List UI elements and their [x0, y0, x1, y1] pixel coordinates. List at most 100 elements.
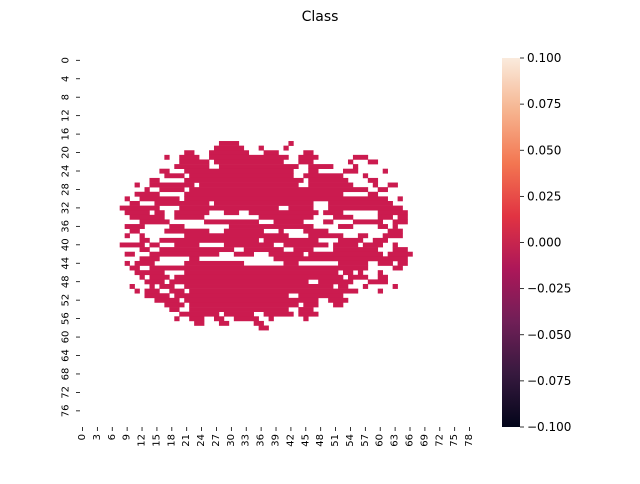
heatmap-cell: [323, 210, 344, 216]
heatmap-cell: [218, 164, 299, 169]
heatmap-cell: [357, 233, 369, 239]
chart-title: Class: [302, 9, 339, 25]
heatmap-cell: [184, 270, 339, 276]
heatmap-cell: [347, 274, 369, 280]
heatmap-cell: [129, 200, 140, 206]
colorbar-tick-label: 0.050: [527, 143, 561, 157]
heatmap-cell: [179, 154, 200, 160]
heatmap-cell: [184, 260, 245, 266]
heatmap-cell: [308, 251, 384, 257]
heatmap-cell: [352, 164, 359, 169]
y-tick-label: 24: [61, 165, 72, 178]
heatmap-cell: [164, 228, 210, 234]
heatmap-cell: [119, 242, 145, 248]
heatmap-cell: [149, 242, 160, 248]
heatmap-cell: [328, 297, 349, 303]
heatmap-cell: [392, 219, 408, 225]
heatmap-cell: [184, 177, 304, 183]
heatmap-cell: [174, 293, 289, 299]
colorbar-tick-label: 0.000: [527, 236, 561, 250]
heatmap-cell: [377, 270, 384, 276]
heatmap-cell: [134, 191, 160, 197]
heatmap-cell: [392, 242, 398, 248]
heatmap-cell: [387, 182, 398, 188]
heatmap-cell: [357, 270, 364, 276]
heatmap-cell: [134, 288, 140, 294]
heatmap-cell: [362, 284, 369, 289]
heatmap-cell: [124, 260, 130, 266]
heatmap-cell: [144, 279, 165, 285]
heatmap-cell: [144, 293, 170, 299]
heatmap-cell: [139, 237, 150, 243]
heatmap-cell: [298, 159, 314, 165]
x-tick-label: 45: [300, 434, 311, 447]
heatmap-cell: [303, 228, 329, 234]
heatmap-cell: [283, 242, 329, 248]
heatmap-cell: [308, 233, 344, 239]
colorbar-tick-label: −0.100: [527, 420, 571, 434]
heatmap-cell: [209, 150, 250, 156]
heatmap-cell: [377, 187, 388, 193]
heatmap-cell: [124, 233, 130, 239]
heatmap-cell: [288, 205, 314, 211]
heatmap-cell: [273, 256, 408, 262]
heatmap-cell: [333, 214, 354, 220]
heatmap-cell: [228, 224, 314, 229]
heatmap-cell: [377, 210, 408, 216]
heatmap-cell: [338, 224, 354, 229]
heatmap-cell: [218, 320, 230, 326]
heatmap-cell: [139, 233, 145, 239]
heatmap-cell: [248, 210, 319, 216]
heatmap-cell: [258, 325, 269, 331]
heatmap-cell: [154, 200, 210, 206]
y-tick-label: 44: [61, 257, 72, 270]
heatmap-cell: [268, 251, 304, 257]
y-tick-label: 40: [61, 238, 72, 251]
heatmap-cell: [174, 210, 210, 216]
heatmap-cell: [382, 233, 403, 239]
y-tick-label: 64: [61, 349, 72, 362]
heatmap-cell: [387, 251, 413, 257]
heatmap-cell: [298, 307, 314, 312]
heatmap-cell: [223, 228, 264, 234]
heatmap-cell: [328, 205, 403, 211]
heatmap-cell: [149, 284, 155, 289]
heatmap-cell: [184, 233, 289, 239]
heatmap-cell: [124, 251, 135, 257]
heatmap-cell: [377, 274, 388, 280]
heatmap-cell: [268, 316, 274, 322]
y-tick-label: 36: [61, 220, 72, 233]
x-tick-label: 12: [137, 434, 148, 447]
heatmap-cell: [308, 177, 349, 183]
heatmap-cell: [283, 260, 299, 266]
heatmap-cell: [362, 242, 384, 248]
heatmap-cell: [159, 247, 235, 253]
y-tick-label: 12: [61, 109, 72, 122]
heatmap-cell: [328, 200, 393, 206]
heatmap-cell: [144, 288, 160, 294]
heatmap-cell: [273, 219, 304, 225]
heatmap-cell: [154, 297, 180, 303]
heatmap-cell: [189, 288, 359, 294]
x-tick-label: 75: [449, 434, 460, 447]
heatmap-cell: [213, 145, 245, 151]
x-tick-label: 78: [464, 434, 475, 447]
heatmap-cell: [352, 219, 384, 225]
heatmap-cell: [174, 214, 205, 220]
x-tick-label: 6: [107, 434, 118, 440]
x-tick-label: 30: [226, 434, 237, 447]
colorbar-scale: [502, 58, 520, 427]
heatmap-cell: [392, 265, 403, 271]
heatmap-cell: [184, 284, 334, 289]
heatmap-cell: [333, 302, 344, 308]
x-tick-label: 63: [390, 434, 401, 447]
heatmap-cell: [278, 228, 284, 234]
heatmap-cell: [189, 307, 289, 312]
heatmap-cell: [134, 182, 140, 188]
y-tick-label: 68: [61, 368, 72, 381]
heatmap-cell: [303, 302, 319, 308]
heatmap-cell: [129, 284, 135, 289]
heatmap-cell: [139, 247, 150, 253]
heatmap-cell: [149, 251, 220, 257]
